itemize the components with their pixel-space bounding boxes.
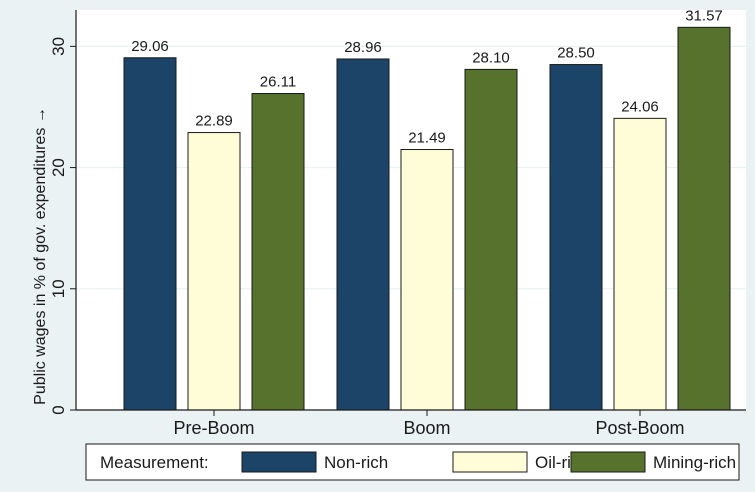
legend-label: Mining-rich <box>653 453 736 472</box>
bar-value-label: 22.89 <box>195 113 233 130</box>
y-axis-title: Public wages in % of gov. expenditures → <box>32 107 49 405</box>
category-labels: Pre-Boom Boom Post-Boom <box>173 410 685 438</box>
bar-non-rich <box>336 58 390 411</box>
legend-label: Non-rich <box>324 453 388 472</box>
legend-items: Non-rich Oil-rich Mining-rich <box>241 451 736 473</box>
bar-value-label: 28.96 <box>344 39 382 56</box>
bar-oil-rich <box>400 149 454 411</box>
bar-mining-rich <box>251 93 305 411</box>
legend: Measurement: Non-rich Oil-rich Mining-rich <box>85 443 740 481</box>
bar-oil-rich <box>187 132 241 411</box>
bar-value-label: 21.49 <box>408 130 446 147</box>
y-tick-label: 20 <box>49 158 68 177</box>
bar-mining-rich <box>464 68 518 411</box>
legend-title: Measurement: <box>100 453 209 472</box>
bar-value-labels: 29.06 22.89 26.11 28.96 21.49 28.10 28.50 24.06… <box>131 7 723 146</box>
y-tick-label: 30 <box>49 37 68 56</box>
y-tick-label: 10 <box>49 279 68 298</box>
bar-value-label: 28.10 <box>472 49 510 66</box>
y-ticks: 0 10 20 30 <box>49 37 76 415</box>
category-label: Boom <box>403 418 450 438</box>
bar-non-rich <box>123 57 177 411</box>
legend-swatch-mining-rich <box>570 451 646 473</box>
legend-swatch-non-rich <box>241 451 317 473</box>
category-label: Pre-Boom <box>173 418 254 438</box>
bar-value-label: 24.06 <box>621 98 659 115</box>
bar-oil-rich <box>613 117 667 411</box>
bar-value-label: 29.06 <box>131 38 169 55</box>
bar-value-label: 28.50 <box>557 45 595 62</box>
bar-value-label: 31.57 <box>685 7 723 24</box>
category-label: Post-Boom <box>595 418 684 438</box>
bar-non-rich <box>549 64 603 411</box>
y-tick-label: 0 <box>49 405 68 414</box>
legend-swatch-oil-rich <box>452 451 528 473</box>
bar-value-label: 26.11 <box>260 74 296 91</box>
bars <box>123 26 731 411</box>
bar-mining-rich <box>677 26 731 411</box>
